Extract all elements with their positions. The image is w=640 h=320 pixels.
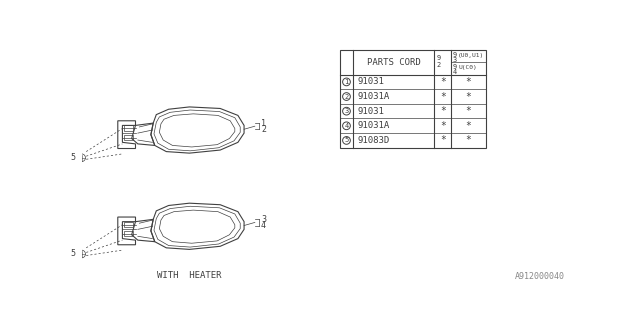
Text: 4: 4	[261, 221, 266, 230]
Text: 3: 3	[452, 57, 457, 63]
Text: 2: 2	[436, 61, 441, 68]
Text: 2: 2	[261, 125, 266, 134]
Text: 3: 3	[344, 108, 349, 114]
Text: *: *	[465, 121, 472, 131]
Text: (U0,U1): (U0,U1)	[458, 53, 484, 58]
Text: 3: 3	[261, 215, 266, 224]
Text: 1: 1	[344, 79, 349, 85]
Text: 91031A: 91031A	[357, 121, 390, 130]
Text: *: *	[465, 106, 472, 116]
Text: 9: 9	[452, 52, 457, 58]
Text: *: *	[465, 92, 472, 101]
Text: 91031: 91031	[357, 107, 384, 116]
Text: *: *	[440, 135, 445, 145]
Text: *: *	[440, 77, 445, 87]
Text: *: *	[465, 77, 472, 87]
Text: 5: 5	[344, 137, 349, 143]
Text: 91031A: 91031A	[357, 92, 390, 101]
Text: A912000040: A912000040	[515, 272, 565, 281]
Text: 4: 4	[344, 123, 349, 129]
Text: U(C0): U(C0)	[458, 65, 477, 70]
Text: 91031: 91031	[357, 77, 384, 86]
Text: *: *	[440, 121, 445, 131]
Text: *: *	[465, 135, 472, 145]
Text: *: *	[440, 92, 445, 101]
Text: 9: 9	[452, 64, 457, 70]
Text: 5: 5	[70, 250, 76, 259]
Text: 2: 2	[344, 93, 349, 100]
Text: WITH  HEATER: WITH HEATER	[157, 271, 221, 280]
Text: 5: 5	[70, 153, 76, 162]
Text: 91083D: 91083D	[357, 136, 390, 145]
Text: *: *	[440, 106, 445, 116]
Text: 4: 4	[452, 68, 457, 75]
Text: 9: 9	[436, 55, 441, 61]
Text: 1: 1	[261, 119, 266, 128]
Text: PARTS CORD: PARTS CORD	[367, 58, 420, 67]
